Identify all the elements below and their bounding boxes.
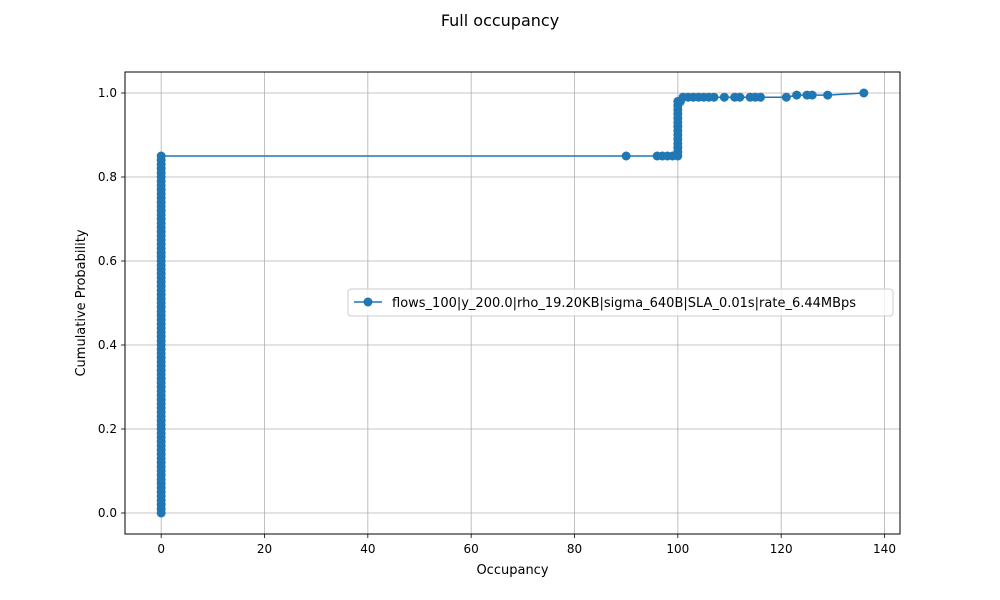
x-tick-label: 20 [257, 542, 272, 556]
x-axis-label: Occupancy [476, 563, 548, 578]
x-tick-label: 80 [567, 542, 582, 556]
y-tick-label: 0.2 [98, 422, 117, 436]
legend-marker-sample [363, 297, 373, 307]
y-axis-label: Cumulative Probability [74, 229, 89, 376]
series-group [156, 88, 869, 518]
data-point [156, 151, 166, 161]
y-tick-label: 0.8 [98, 170, 117, 184]
axis-ticks: 0 20 40 60 80 100 120 140 0.0 0.2 0.4 0.6 0.8 1.0 [98, 86, 896, 556]
data-point [807, 90, 817, 100]
y-tick-label: 0.4 [98, 338, 117, 352]
data-point [823, 90, 833, 100]
x-tick-label: 0 [157, 542, 165, 556]
data-point [859, 88, 869, 98]
legend: flows_100|y_200.0|rho_19.20KB|sigma_640B… [347, 288, 894, 317]
y-tick-label: 0.0 [98, 506, 117, 520]
x-tick-label: 60 [464, 542, 479, 556]
y-tick-label: 1.0 [98, 86, 117, 100]
x-tick-label: 120 [770, 542, 793, 556]
legend-entry-label: flows_100|y_200.0|rho_19.20KB|sigma_640B… [392, 296, 856, 311]
chart-title: Full occupancy [441, 11, 559, 30]
data-point [621, 151, 631, 161]
x-tick-label: 40 [360, 542, 375, 556]
legend-box [347, 288, 894, 317]
data-point [719, 92, 729, 102]
data-point [792, 90, 802, 100]
data-point [756, 92, 765, 102]
x-tick-label: 100 [666, 542, 689, 556]
x-tick-label: 140 [873, 542, 896, 556]
data-point [735, 92, 745, 102]
y-tick-label: 0.6 [98, 254, 117, 268]
data-point [709, 92, 719, 102]
plot-area-frame [124, 71, 901, 535]
data-point [781, 92, 791, 102]
